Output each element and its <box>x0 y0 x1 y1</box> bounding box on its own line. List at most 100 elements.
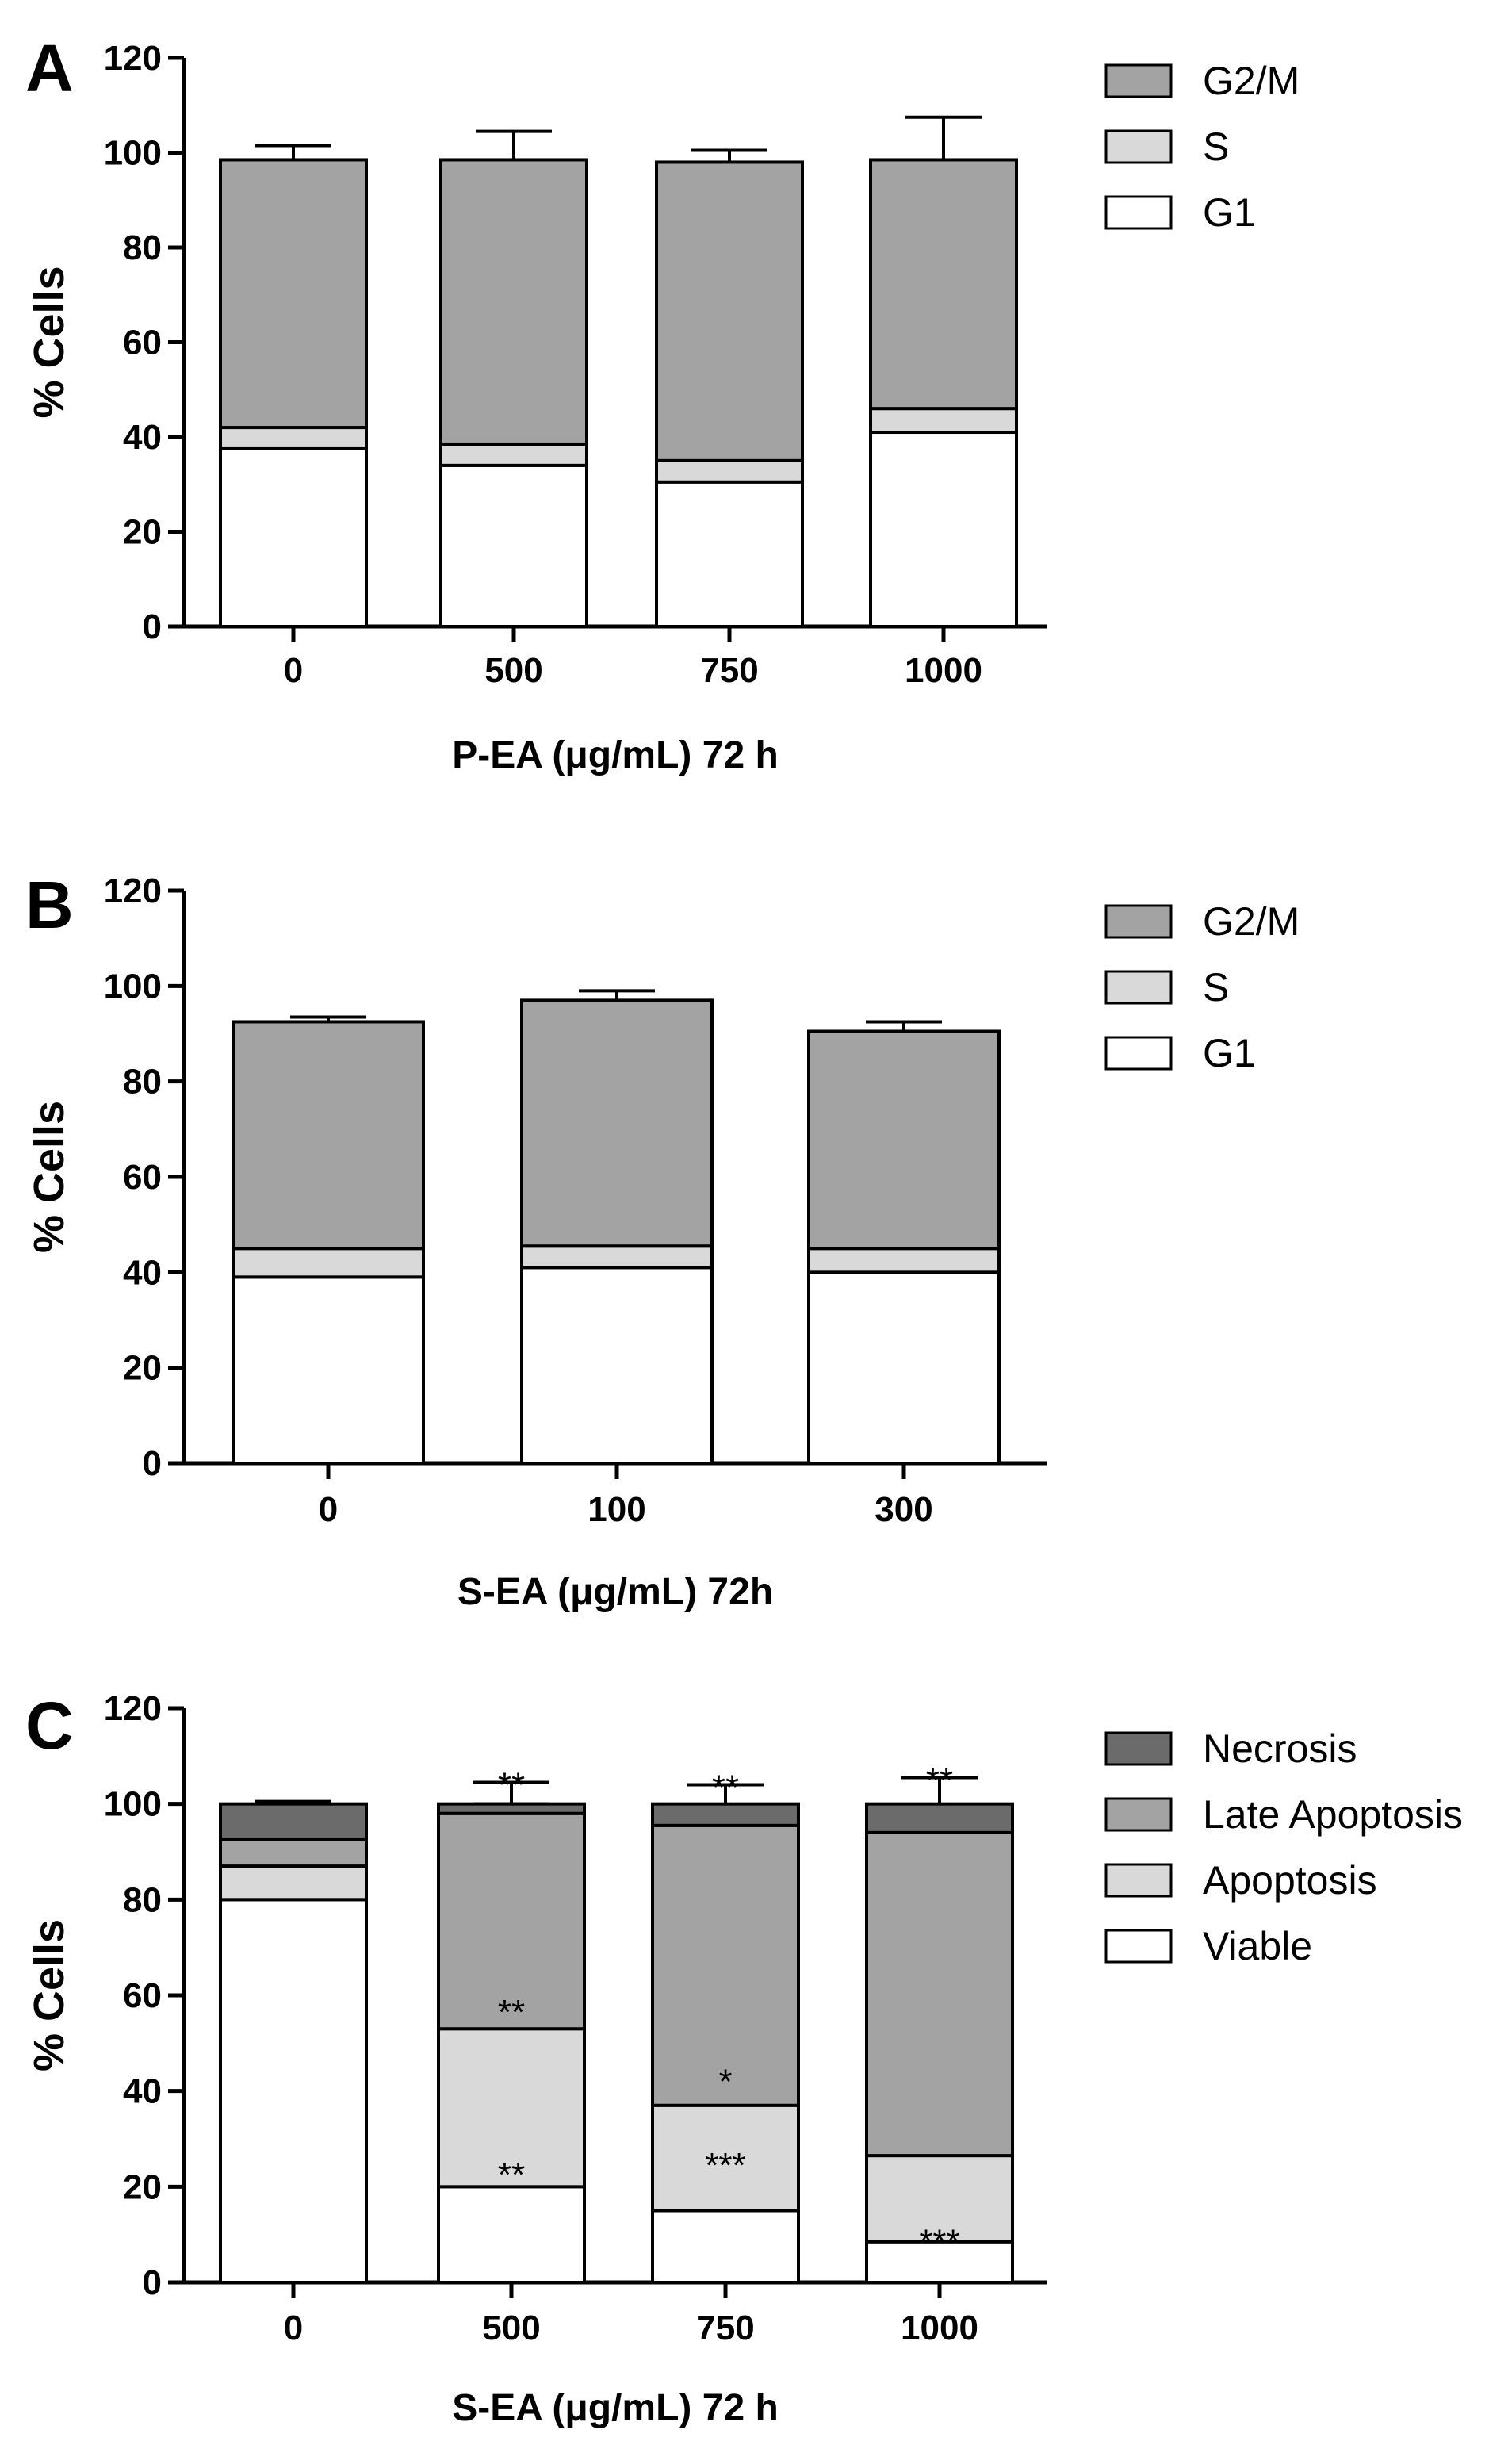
x-tick-label: 100 <box>588 1490 645 1529</box>
bar-necrosis-0 <box>219 1802 368 1841</box>
y-tick-label: 60 <box>123 324 162 362</box>
significance-label: * <box>718 2063 732 2102</box>
bar-s-500 <box>439 442 588 467</box>
y-tick-label: 40 <box>123 1253 162 1292</box>
legend-swatch <box>1104 970 1173 1005</box>
bar-g1-0 <box>232 1275 425 1465</box>
y-tick-label: 40 <box>123 2072 162 2111</box>
y-tick-label: 60 <box>123 1158 162 1197</box>
legend-swatch <box>1104 195 1173 230</box>
y-axis-label: % Cells <box>25 266 73 418</box>
y-tick-label: 20 <box>123 1349 162 1388</box>
bar-g1-750 <box>655 480 804 629</box>
bar-g2-m-0 <box>232 1020 425 1251</box>
panel-letter: C <box>25 1688 74 1763</box>
legend-label: G1 <box>1203 1031 1256 1075</box>
x-tick-label: 1000 <box>901 2309 978 2347</box>
significance-label: ** <box>498 1993 525 2032</box>
bar-g1-500 <box>439 463 588 628</box>
bar-g2-m-750 <box>655 160 804 462</box>
bar-necrosis-1000 <box>865 1802 1014 1834</box>
x-tick-label: 500 <box>482 2309 540 2347</box>
bar-viable-500 <box>437 2185 586 2284</box>
legend-swatch <box>1104 904 1173 939</box>
y-tick-label: 0 <box>143 607 162 646</box>
bar-viable-0 <box>219 1898 368 2284</box>
bar-s-300 <box>807 1247 1001 1274</box>
chart-panel-c: C 0 20 40 60 80 100 120 % Cells 0 500 750 1000 S-EA (… <box>25 1688 1463 2429</box>
bar-s-100 <box>520 1244 714 1270</box>
legend-label: Viable <box>1203 1924 1312 1968</box>
bar-s-0 <box>219 426 368 450</box>
bar-late-apoptosis-0 <box>219 1837 368 1868</box>
x-tick-label: 1000 <box>905 651 982 690</box>
significance-label: ** <box>712 1768 739 1807</box>
y-tick-label: 100 <box>104 134 162 173</box>
x-tick-label: 0 <box>284 2309 303 2347</box>
x-tick-label: 300 <box>875 1490 932 1529</box>
x-axis-label: S-EA (μg/mL) 72 h <box>452 2387 779 2429</box>
bar-g2-m-0 <box>219 158 368 430</box>
y-tick-label: 40 <box>123 418 162 457</box>
bar-g1-300 <box>807 1270 1001 1466</box>
legend-label: S <box>1203 965 1229 1010</box>
legend-label: S <box>1203 125 1229 169</box>
x-tick-label: 750 <box>700 651 758 690</box>
y-tick-label: 120 <box>104 872 162 910</box>
y-tick-label: 0 <box>143 1444 162 1483</box>
significance-label: ** <box>926 1761 953 1799</box>
y-tick-label: 20 <box>123 2167 162 2206</box>
y-tick-label: 0 <box>143 2263 162 2302</box>
panel-letter: B <box>25 868 74 942</box>
bar-s-1000 <box>869 407 1018 435</box>
significance-label: *** <box>705 2146 745 2185</box>
bar-g1-1000 <box>869 431 1018 629</box>
bar-s-0 <box>232 1247 425 1279</box>
x-axis-label: P-EA (μg/mL) 72 h <box>452 734 779 776</box>
bar-g2-m-300 <box>807 1029 1001 1251</box>
chart-panel-a: A 0 20 40 60 80 100 120 % Cells 0 500 750 1000 P-EA (… <box>25 31 1300 776</box>
y-axis-label: % Cells <box>25 1101 73 1253</box>
legend-swatch <box>1104 1731 1173 1766</box>
bar-g2-m-100 <box>520 998 714 1248</box>
y-tick-label: 20 <box>123 513 162 552</box>
legend-label: Apoptosis <box>1203 1858 1377 1903</box>
bar-apoptosis-1000 <box>865 2154 1014 2244</box>
bar-apoptosis-0 <box>219 1864 368 1902</box>
bar-late-apoptosis-750 <box>651 1823 800 2107</box>
y-tick-label: 80 <box>123 1880 162 1919</box>
bar-late-apoptosis-1000 <box>865 1830 1014 2158</box>
legend-swatch <box>1104 63 1173 98</box>
legend-swatch <box>1104 1929 1173 1964</box>
bar-g1-0 <box>219 446 368 628</box>
y-tick-label: 80 <box>123 1063 162 1102</box>
y-tick-label: 120 <box>104 39 162 78</box>
legend-swatch <box>1104 1797 1173 1832</box>
x-tick-label: 750 <box>696 2309 754 2347</box>
x-tick-label: 500 <box>484 651 542 690</box>
legend-label: Necrosis <box>1203 1726 1357 1771</box>
y-tick-label: 100 <box>104 1785 162 1824</box>
bar-s-750 <box>655 458 804 484</box>
legend-swatch <box>1104 129 1173 164</box>
bar-viable-750 <box>651 2209 800 2284</box>
x-axis-label: S-EA (μg/mL) 72h <box>457 1571 773 1613</box>
bar-necrosis-750 <box>651 1802 800 1827</box>
y-axis-label: % Cells <box>25 1919 73 2071</box>
significance-label: ** <box>498 2156 525 2194</box>
legend-label: G2/M <box>1203 59 1300 103</box>
bar-g2-m-1000 <box>869 158 1018 411</box>
x-tick-label: 0 <box>284 651 303 690</box>
legend-label: Late Apoptosis <box>1203 1792 1463 1837</box>
bar-necrosis-500 <box>437 1802 586 1815</box>
panel-letter: A <box>25 31 74 105</box>
y-tick-label: 80 <box>123 228 162 267</box>
legend-swatch <box>1104 1036 1173 1071</box>
y-tick-label: 60 <box>123 1976 162 2015</box>
y-tick-label: 100 <box>104 967 162 1006</box>
x-tick-label: 0 <box>319 1490 338 1529</box>
legend-label: G2/M <box>1203 899 1300 944</box>
bar-g1-100 <box>520 1266 714 1465</box>
bar-g2-m-500 <box>439 158 588 446</box>
